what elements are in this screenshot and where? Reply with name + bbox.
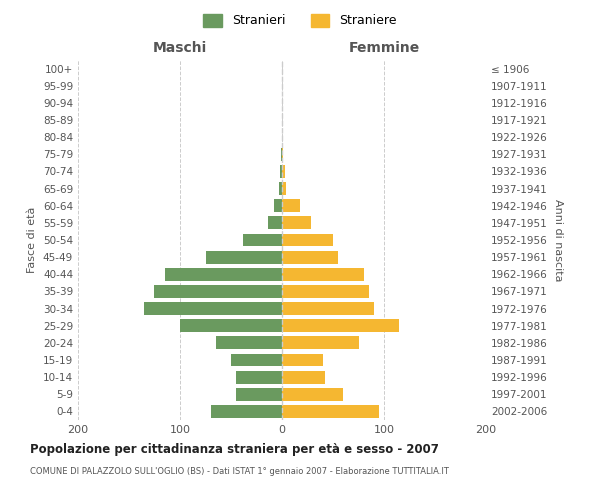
Bar — [282, 216, 311, 230]
Text: COMUNE DI PALAZZOLO SULL'OGLIO (BS) - Dati ISTAT 1° gennaio 2007 - Elaborazione : COMUNE DI PALAZZOLO SULL'OGLIO (BS) - Da… — [30, 468, 449, 476]
Bar — [281, 148, 282, 160]
Bar — [282, 285, 369, 298]
Bar — [243, 234, 282, 246]
Bar — [231, 354, 282, 366]
Bar — [282, 354, 323, 366]
Bar — [282, 234, 333, 246]
Bar — [145, 302, 282, 315]
Bar — [282, 200, 301, 212]
Bar — [282, 336, 359, 349]
Bar — [274, 200, 282, 212]
Text: Popolazione per cittadinanza straniera per età e sesso - 2007: Popolazione per cittadinanza straniera p… — [30, 442, 439, 456]
Bar — [211, 405, 282, 418]
Bar — [280, 165, 282, 178]
Bar — [282, 320, 400, 332]
Bar — [236, 370, 282, 384]
Bar — [180, 320, 282, 332]
Bar — [282, 405, 379, 418]
Bar — [155, 285, 282, 298]
Bar — [282, 148, 283, 160]
Bar — [282, 370, 325, 384]
Bar — [216, 336, 282, 349]
Bar — [282, 388, 343, 400]
Text: Maschi: Maschi — [153, 41, 207, 55]
Bar — [282, 268, 364, 280]
Bar — [282, 250, 338, 264]
Bar — [206, 250, 282, 264]
Bar — [236, 388, 282, 400]
Legend: Stranieri, Straniere: Stranieri, Straniere — [198, 8, 402, 32]
Y-axis label: Fasce di età: Fasce di età — [28, 207, 37, 273]
Bar — [268, 216, 282, 230]
Text: Femmine: Femmine — [349, 41, 419, 55]
Bar — [282, 165, 285, 178]
Bar — [282, 182, 286, 195]
Bar — [282, 302, 374, 315]
Y-axis label: Anni di nascita: Anni di nascita — [553, 198, 563, 281]
Bar — [279, 182, 282, 195]
Bar — [165, 268, 282, 280]
